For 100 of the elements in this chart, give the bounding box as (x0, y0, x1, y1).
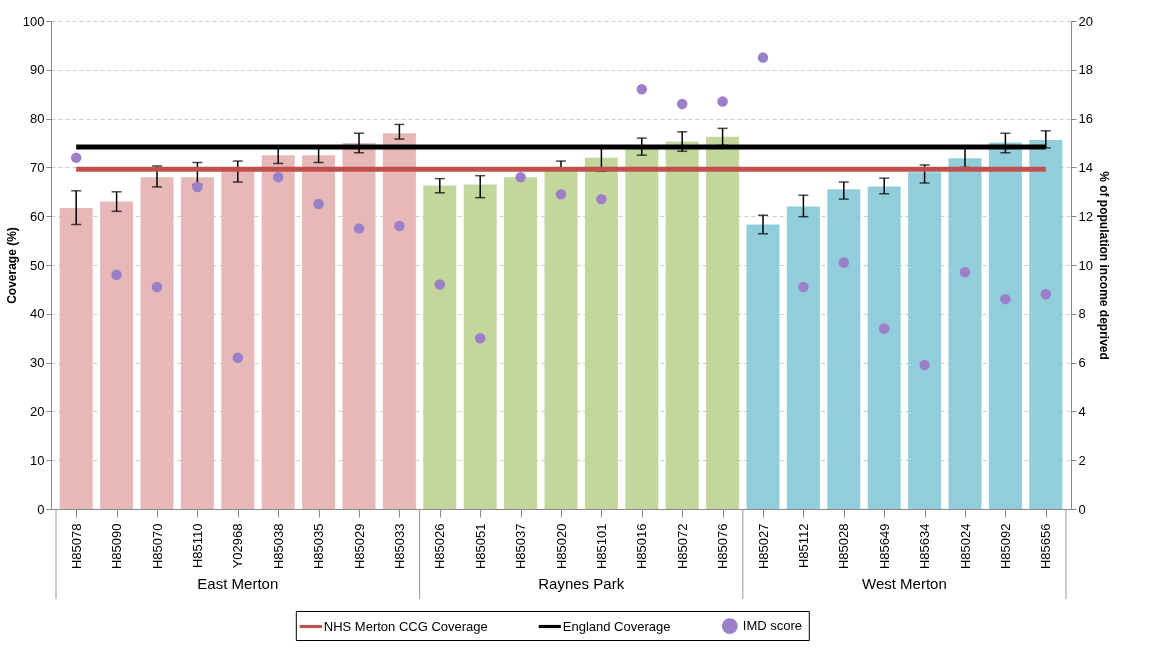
bar (625, 147, 659, 509)
legend-label: NHS Merton CCG Coverage (323, 618, 488, 634)
bar (100, 201, 134, 509)
point (192, 181, 203, 193)
point (1000, 293, 1011, 305)
point (636, 84, 648, 95)
point (596, 193, 607, 205)
x-tick-label: H85101 (593, 523, 609, 570)
x-tick-label: H85038 (270, 523, 286, 570)
x-tick-label: H85033 (391, 523, 407, 570)
legend-label: England Coverage (562, 618, 671, 634)
bar (827, 189, 861, 509)
bar (140, 177, 174, 509)
x-tick-label: H85035 (311, 523, 327, 570)
y-tick-label: 60 (30, 208, 45, 224)
x-tick-label: H85051 (472, 523, 488, 570)
bar (1029, 140, 1063, 509)
y-tick-label: 20 (30, 403, 45, 419)
y-tick-label: 0 (37, 501, 45, 517)
x-tick-label: H85027 (755, 523, 771, 570)
y2-tick-label: 12 (1078, 208, 1093, 224)
x-tick-label: H85656 (1038, 523, 1054, 570)
x-tick-label: H85090 (109, 523, 125, 570)
x-tick-label: H85026 (432, 523, 448, 570)
point (474, 332, 486, 344)
bar (261, 155, 295, 509)
text: West Merton (862, 575, 947, 592)
point (838, 257, 850, 268)
y2-tick-label: 14 (1078, 159, 1093, 175)
y-tick-label: 80 (30, 111, 45, 127)
point (1040, 289, 1052, 300)
bar (382, 133, 416, 509)
point (70, 152, 82, 163)
x-tick-label: H85076 (715, 523, 731, 570)
point (717, 96, 728, 107)
point (798, 281, 809, 293)
point (515, 171, 526, 183)
y-tick-label: 50 (30, 257, 45, 273)
point (676, 98, 688, 110)
bar (342, 143, 376, 509)
bar (786, 206, 820, 509)
y2-tick-label: 0 (1078, 501, 1086, 517)
y2-tick-label: 10 (1078, 257, 1093, 273)
x-tick-label: H85020 (553, 523, 569, 570)
point (353, 223, 365, 234)
bar (423, 185, 457, 509)
text: East Merton (197, 575, 279, 592)
y-tick-label: 100 (22, 13, 45, 29)
y-tick-label: 90 (30, 62, 45, 78)
y2-tick-label: 4 (1078, 403, 1086, 419)
y-tick-label: 40 (30, 306, 45, 322)
y-tick-label: 70 (30, 159, 45, 175)
x-tick-label: H85024 (957, 523, 973, 570)
x-tick-label: H85037 (513, 523, 529, 570)
point (111, 269, 122, 280)
x-tick-label: H85070 (149, 523, 165, 570)
point (394, 220, 405, 232)
bar (59, 207, 93, 509)
y2-axis-title: % of population income deprived (1096, 171, 1111, 360)
x-tick-label: H85649 (876, 523, 892, 570)
bar (463, 184, 497, 509)
point (272, 171, 284, 183)
x-tick-label: H85634 (917, 523, 933, 570)
point (959, 267, 971, 278)
point (555, 189, 567, 200)
point (757, 52, 769, 63)
point (313, 198, 324, 210)
text: Raynes Park (538, 575, 625, 592)
bar (746, 224, 780, 509)
bar (302, 155, 336, 509)
legend-label: IMD score (742, 618, 803, 634)
bar (988, 142, 1022, 509)
x-tick-label: H85112 (795, 523, 811, 569)
point (151, 281, 163, 293)
point (232, 352, 244, 363)
x-tick-label: H85028 (836, 523, 852, 570)
x-tick-label: H85029 (351, 523, 367, 570)
bar (504, 177, 538, 509)
x-tick-label: H85072 (674, 523, 690, 570)
bar (584, 157, 618, 509)
y-tick-label: 30 (30, 355, 45, 371)
point (919, 359, 930, 371)
point (434, 279, 446, 290)
y2-tick-label: 18 (1078, 62, 1093, 78)
y2-tick-label: 6 (1078, 355, 1086, 371)
y2-tick-label: 2 (1078, 452, 1086, 468)
bar (867, 186, 901, 509)
bar (221, 169, 255, 509)
bar (665, 141, 699, 509)
x-tick-label: H85110 (189, 523, 205, 569)
bar (706, 136, 740, 509)
bar (180, 177, 214, 509)
y-axis-title: Coverage (%) (4, 227, 19, 304)
y2-tick-label: 20 (1078, 13, 1093, 29)
y2-tick-label: 16 (1078, 111, 1093, 127)
x-tick-label: H85092 (997, 523, 1013, 570)
point (878, 323, 890, 334)
bar (908, 172, 942, 509)
x-tick-label: Y02968 (230, 523, 246, 569)
y-tick-label: 10 (30, 452, 45, 468)
